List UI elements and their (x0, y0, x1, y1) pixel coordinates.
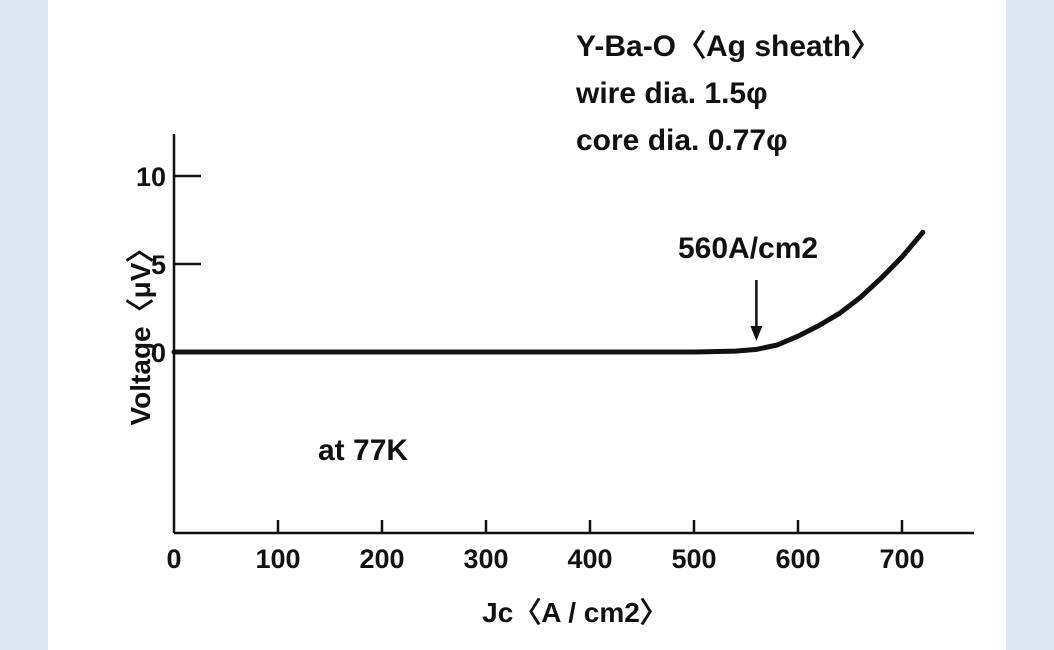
sample-line-2: wire dia. 1.5φ (575, 77, 768, 110)
y-tick-label: 5 (151, 250, 166, 280)
y-tick-label: 10 (136, 162, 166, 192)
x-ticks: 0 100 200 300 400 500 600 700 (166, 520, 925, 574)
x-tick-label: 700 (879, 544, 924, 574)
x-tick-label: 400 (567, 544, 612, 574)
y-tick-label: 0 (151, 338, 166, 368)
figure-panel: 0 100 200 300 400 500 600 700 0 5 10 Voltage〈μV〉 … (48, 0, 1006, 650)
x-tick-label: 500 (671, 544, 716, 574)
x-tick-label: 0 (166, 544, 181, 574)
temperature-annotation: at 77K (318, 434, 408, 467)
critical-current-label: 560A/cm2 (678, 232, 818, 265)
critical-current-arrow (750, 280, 763, 341)
y-ticks: 0 5 10 (136, 162, 201, 368)
series-line (171, 229, 926, 355)
x-tick-label: 100 (255, 544, 300, 574)
x-tick-label: 300 (463, 544, 508, 574)
x-tick-label: 200 (359, 544, 404, 574)
y-axis-label: Voltage〈μV〉 (125, 235, 156, 426)
x-axis-label: Jc〈A / cm2〉 (482, 597, 668, 628)
axes (172, 134, 974, 535)
sample-line-1: Y-Ba-O〈Ag sheath〉 (576, 30, 881, 63)
x-tick-label: 600 (775, 544, 820, 574)
sample-line-3: core dia. 0.77φ (576, 124, 788, 157)
